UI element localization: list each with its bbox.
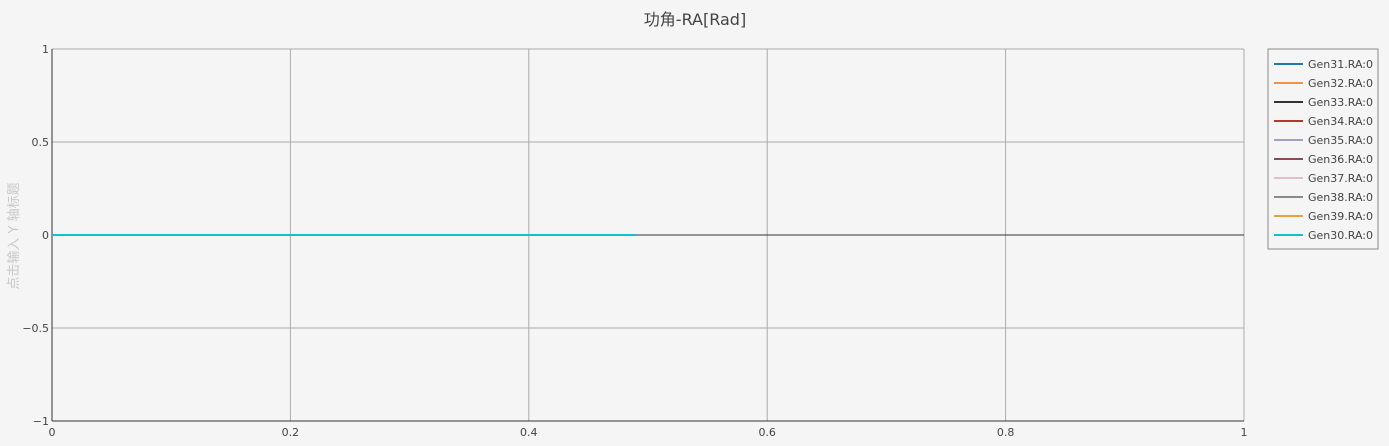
legend-label: Gen31.RA:0 — [1308, 58, 1373, 71]
legend-item[interactable]: Gen35.RA:0 — [1274, 134, 1373, 147]
x-tick-label: 0.2 — [282, 426, 300, 439]
legend-item[interactable]: Gen37.RA:0 — [1274, 172, 1373, 185]
legend-label: Gen32.RA:0 — [1308, 77, 1373, 90]
legend[interactable]: Gen31.RA:0 Gen32.RA:0 Gen33.RA:0 Gen34.RA:0… — [1267, 48, 1379, 250]
legend-item[interactable]: Gen33.RA:0 — [1274, 96, 1373, 109]
tick-labels: 0 0.2 0.4 0.6 0.8 1 −1 −0.5 0 0.5 1 — [22, 43, 1247, 439]
legend-label: Gen38.RA:0 — [1308, 191, 1373, 204]
legend-item[interactable]: Gen36.RA:0 — [1274, 153, 1373, 166]
legend-label: Gen39.RA:0 — [1308, 210, 1373, 223]
legend-label: Gen37.RA:0 — [1308, 172, 1373, 185]
y-tick-label: −0.5 — [22, 322, 49, 335]
legend-item[interactable]: Gen30.RA:0 — [1274, 229, 1373, 242]
y-tick-label: −1 — [33, 415, 49, 428]
x-tick-label: 0.6 — [758, 426, 776, 439]
legend-item[interactable]: Gen32.RA:0 — [1274, 77, 1373, 90]
x-tick-label: 0.8 — [997, 426, 1015, 439]
legend-item[interactable]: Gen39.RA:0 — [1274, 210, 1373, 223]
legend-label: Gen34.RA:0 — [1308, 115, 1373, 128]
legend-label: Gen33.RA:0 — [1308, 96, 1373, 109]
x-tick-label: 0 — [49, 426, 56, 439]
y-tick-label: 0.5 — [32, 136, 50, 149]
x-tick-label: 1 — [1241, 426, 1248, 439]
y-tick-label: 1 — [42, 43, 49, 56]
x-tick-label: 0.4 — [520, 426, 538, 439]
legend-item[interactable]: Gen31.RA:0 — [1274, 58, 1373, 71]
legend-label: Gen30.RA:0 — [1308, 229, 1373, 242]
legend-item[interactable]: Gen34.RA:0 — [1274, 115, 1373, 128]
y-axis-title[interactable]: 点击输入 Y 轴标题 — [6, 182, 22, 289]
y-tick-label: 0 — [42, 229, 49, 242]
chart-title: 功角-RA[Rad] — [644, 10, 746, 29]
legend-label: Gen36.RA:0 — [1308, 153, 1373, 166]
legend-label: Gen35.RA:0 — [1308, 134, 1373, 147]
legend-item[interactable]: Gen38.RA:0 — [1274, 191, 1373, 204]
